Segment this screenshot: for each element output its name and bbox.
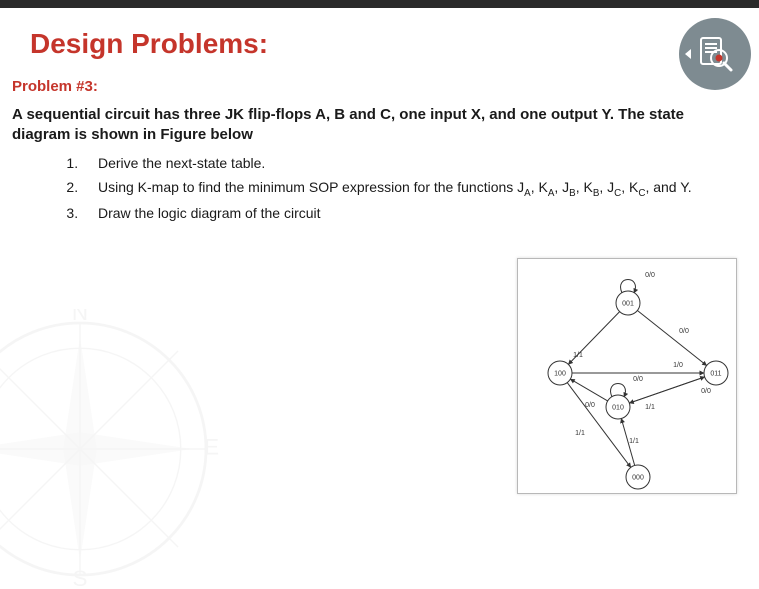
svg-text:0/0: 0/0: [585, 402, 595, 409]
svg-text:0/0: 0/0: [645, 272, 655, 279]
svg-text:010: 010: [612, 405, 624, 412]
problem-number: Problem #3:: [12, 78, 731, 95]
svg-text:1/1: 1/1: [575, 430, 585, 437]
task-text: Derive the next-state table.: [98, 155, 265, 171]
state-diagram-figure: 001 100 011 010 000 0/0 0/0 1/1 0/0 1/0 0/0 0/0 1/1…: [517, 258, 737, 494]
state-diagram-svg: 001 100 011 010 000 0/0 0/0 1/1 0/0 1/0 0/0 0/0 1/1…: [518, 259, 738, 495]
svg-text:100: 100: [554, 371, 566, 378]
svg-text:0/0: 0/0: [701, 388, 711, 395]
task-item: Draw the logic diagram of the circuit: [82, 204, 731, 224]
compass-watermark: N E S W: [0, 309, 220, 589]
slide-content: Design Problems: Problem #3: A sequentia…: [0, 8, 759, 238]
svg-text:011: 011: [710, 371, 721, 378]
task-item: Derive the next-state table.: [82, 154, 731, 174]
svg-text:0/0: 0/0: [633, 376, 643, 383]
svg-text:S: S: [73, 566, 88, 589]
problem-description: A sequential circuit has three JK flip-f…: [12, 105, 731, 144]
svg-text:N: N: [72, 309, 88, 325]
svg-text:001: 001: [622, 301, 634, 308]
task-text: Draw the logic diagram of the circuit: [98, 205, 321, 221]
svg-text:E: E: [204, 435, 219, 460]
svg-text:0/0: 0/0: [679, 328, 689, 335]
task-item: Using K-map to find the minimum SOP expr…: [82, 178, 731, 201]
svg-text:1/1: 1/1: [629, 438, 639, 445]
task-list: Derive the next-state table. Using K-map…: [82, 154, 731, 224]
task-text: Using K-map to find the minimum SOP expr…: [98, 179, 692, 195]
svg-text:000: 000: [632, 475, 644, 482]
svg-text:1/1: 1/1: [645, 404, 655, 411]
svg-text:1/1: 1/1: [573, 352, 583, 359]
svg-text:1/0: 1/0: [673, 362, 683, 369]
page-title: Design Problems:: [30, 28, 731, 60]
window-topbar: [0, 0, 759, 8]
